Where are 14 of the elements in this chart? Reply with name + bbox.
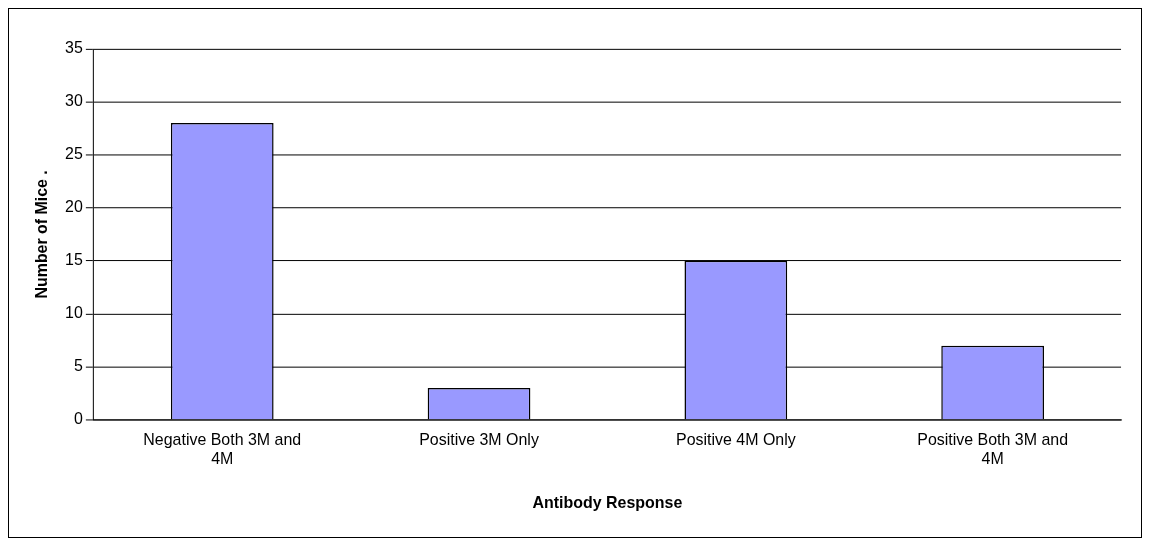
y-tick-label: 5 bbox=[73, 357, 83, 375]
x-tick-label: Positive Both 3M and 4M bbox=[917, 430, 1069, 467]
x-tick-label: Positive 3M Only bbox=[419, 430, 539, 448]
y-tick-label: 30 bbox=[65, 92, 83, 110]
x-tick-label: Negative Both 3M and 4M bbox=[143, 430, 302, 467]
x-axis-title: Antibody Response bbox=[532, 493, 683, 511]
y-tick-label: 15 bbox=[65, 251, 83, 269]
y-tick-label: 20 bbox=[65, 198, 83, 216]
y-tick-label: 10 bbox=[65, 304, 83, 322]
y-tick-label: 35 bbox=[65, 39, 83, 57]
y-tick-label: 0 bbox=[73, 410, 83, 428]
y-axis-title: Number of Mice . bbox=[32, 170, 50, 299]
x-tick-label: Positive 4M Only bbox=[675, 430, 796, 448]
y-tick-label: 25 bbox=[65, 145, 83, 163]
